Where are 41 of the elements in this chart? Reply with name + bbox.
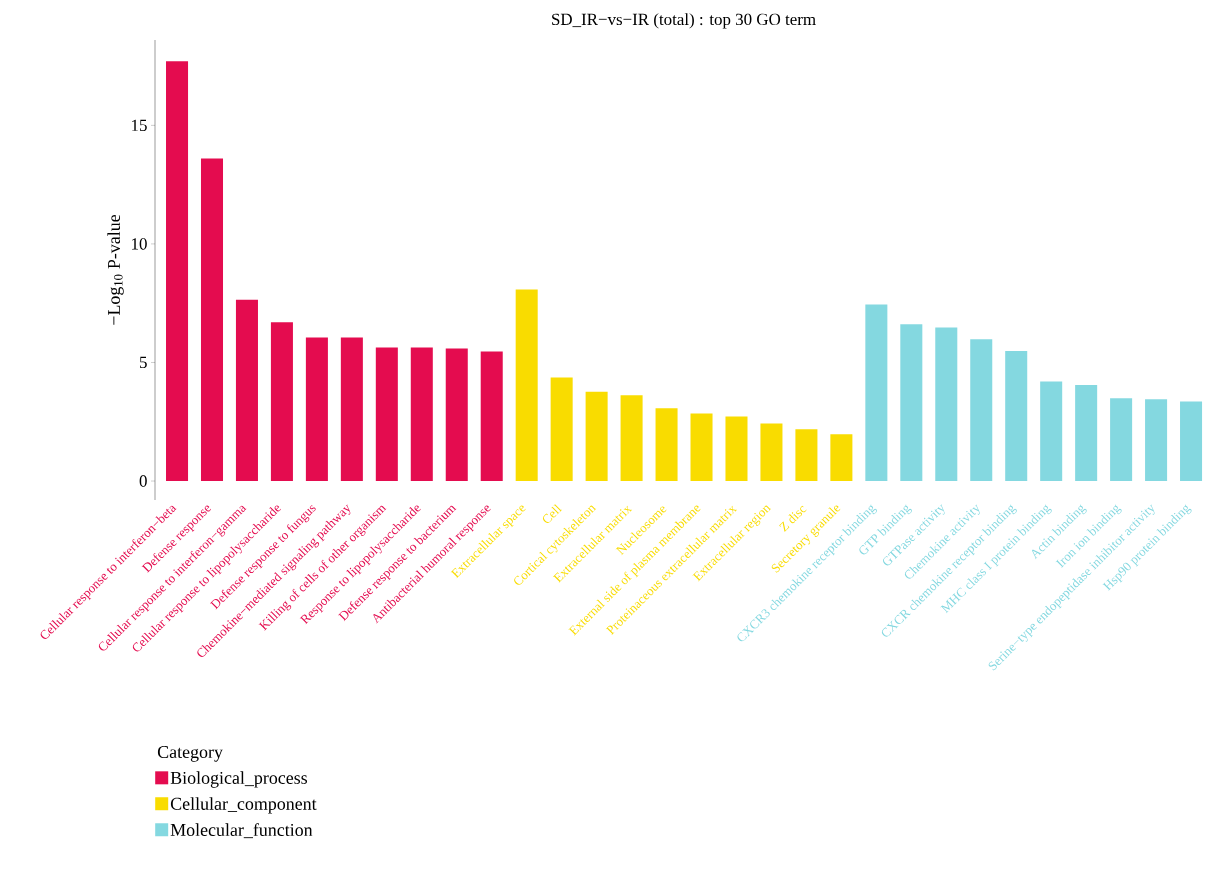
bar (515, 289, 538, 482)
bar (655, 408, 678, 482)
chart-title: SD_IR−vs−IR (total) : top 30 GO term (552, 13, 816, 29)
bar (200, 158, 224, 482)
y-tick-label: 15 (132, 119, 147, 132)
bar (550, 377, 573, 482)
legend-label: Molecular_function (170, 823, 313, 839)
y-tick-label: 0 (139, 475, 147, 487)
bar (1075, 385, 1098, 482)
bar (1145, 399, 1168, 482)
bar (900, 324, 923, 482)
legend-label: Cellular_component (170, 797, 317, 814)
y-axis-title: −Log$_{10}$ P-value (107, 214, 124, 325)
bar (1180, 401, 1203, 482)
y-tick-label: 10 (132, 238, 147, 250)
bar (935, 327, 958, 482)
bar (585, 391, 608, 482)
bar (1110, 398, 1133, 482)
legend-title: Category (157, 746, 223, 762)
bar (865, 304, 888, 482)
bar (1040, 381, 1063, 482)
bar (410, 347, 433, 482)
bar (270, 322, 293, 482)
bar (235, 299, 258, 482)
bar (690, 413, 713, 482)
bar (970, 339, 993, 482)
y-tick-label: 5 (140, 356, 147, 369)
legend-label: Biological_process (170, 771, 308, 788)
bar (1005, 351, 1028, 482)
bar (445, 348, 468, 482)
x-tick-label: Z disc (779, 505, 807, 532)
bar (830, 434, 853, 482)
bar (166, 61, 189, 482)
bar (305, 337, 328, 482)
bar (375, 347, 398, 482)
bar (480, 351, 503, 482)
bar (340, 337, 363, 482)
bar (620, 395, 643, 482)
bar (760, 423, 783, 482)
bar (725, 416, 748, 482)
bar (795, 429, 818, 482)
